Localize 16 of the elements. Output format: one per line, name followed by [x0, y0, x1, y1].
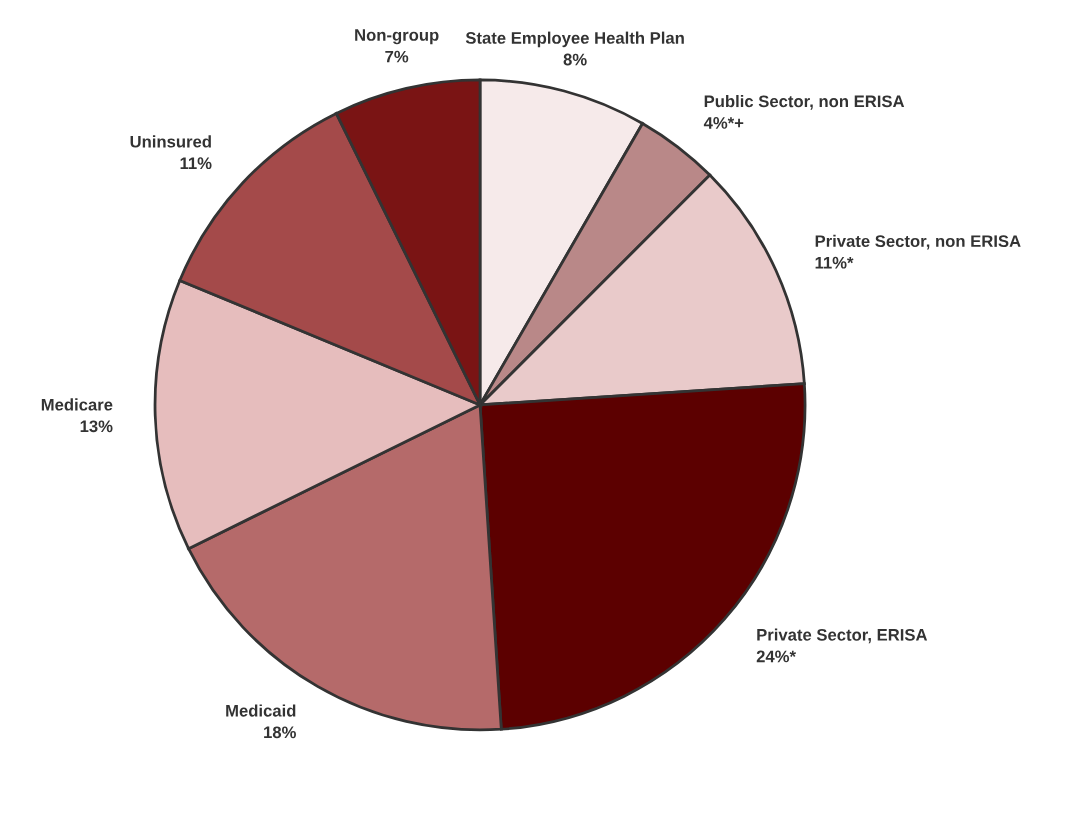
data-label: 11% — [180, 157, 212, 170]
slice-label: Medicare — [41, 398, 113, 411]
data-label: 8% — [563, 53, 587, 66]
slice-label: Medicaid — [226, 704, 296, 717]
data-label: 4%*+ — [703, 117, 744, 129]
data-label: 7% — [385, 50, 409, 63]
data-label: 18% — [264, 726, 296, 739]
slice-label: Private Sector, non ERISA — [815, 234, 1021, 250]
slice-label: Public Sector, non ERISA — [704, 94, 905, 110]
slice-label: Private Sector, ERISA — [757, 628, 928, 644]
data-label: 11%* — [815, 256, 854, 269]
data-label: 24%* — [756, 650, 796, 663]
slice-label: Uninsured — [130, 135, 211, 148]
data-label: 13% — [80, 420, 113, 433]
slice-label: Non-group — [355, 29, 439, 45]
slice-label: State Employee Health Plan — [465, 31, 684, 48]
